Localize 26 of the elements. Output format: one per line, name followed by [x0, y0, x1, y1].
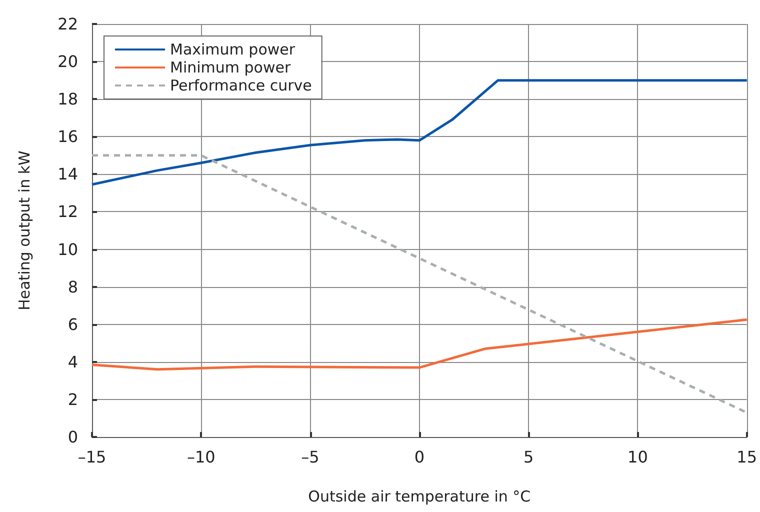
y-tick-label: 16	[58, 127, 78, 146]
y-tick-label: 8	[68, 277, 78, 296]
y-tick-label: 18	[58, 90, 78, 109]
x-tick-label: 0	[414, 448, 425, 466]
x-axis-title: Outside air temperature in °C	[308, 488, 531, 506]
y-axis-title: Heating output in kW	[16, 150, 34, 310]
y-tick-label: 12	[58, 202, 78, 222]
y-tick-label: 20	[58, 52, 78, 72]
line-series	[90, 79, 748, 186]
x-tick-label: 15	[736, 448, 757, 466]
legend-label: Minimum power	[170, 58, 292, 76]
y-tick-label: 10	[58, 240, 78, 259]
x-tick-label: 5	[523, 448, 534, 466]
y-tick-label: 6	[68, 314, 78, 334]
x-tick-label: –10	[186, 448, 216, 466]
y-tick-label: 0	[68, 428, 78, 446]
y-tick-label: 22	[58, 14, 78, 34]
y-tick-label: 14	[58, 164, 78, 184]
y-tick-label: 4	[68, 352, 78, 372]
x-tick-label: –15	[78, 448, 106, 466]
legend-label: Performance curve	[170, 76, 312, 94]
y-tick-label: 2	[68, 390, 78, 409]
x-tick-label: 10	[628, 448, 648, 466]
legend-label: Maximum power	[170, 40, 296, 58]
line-series	[90, 318, 748, 371]
x-tick-label: –5	[301, 448, 320, 466]
